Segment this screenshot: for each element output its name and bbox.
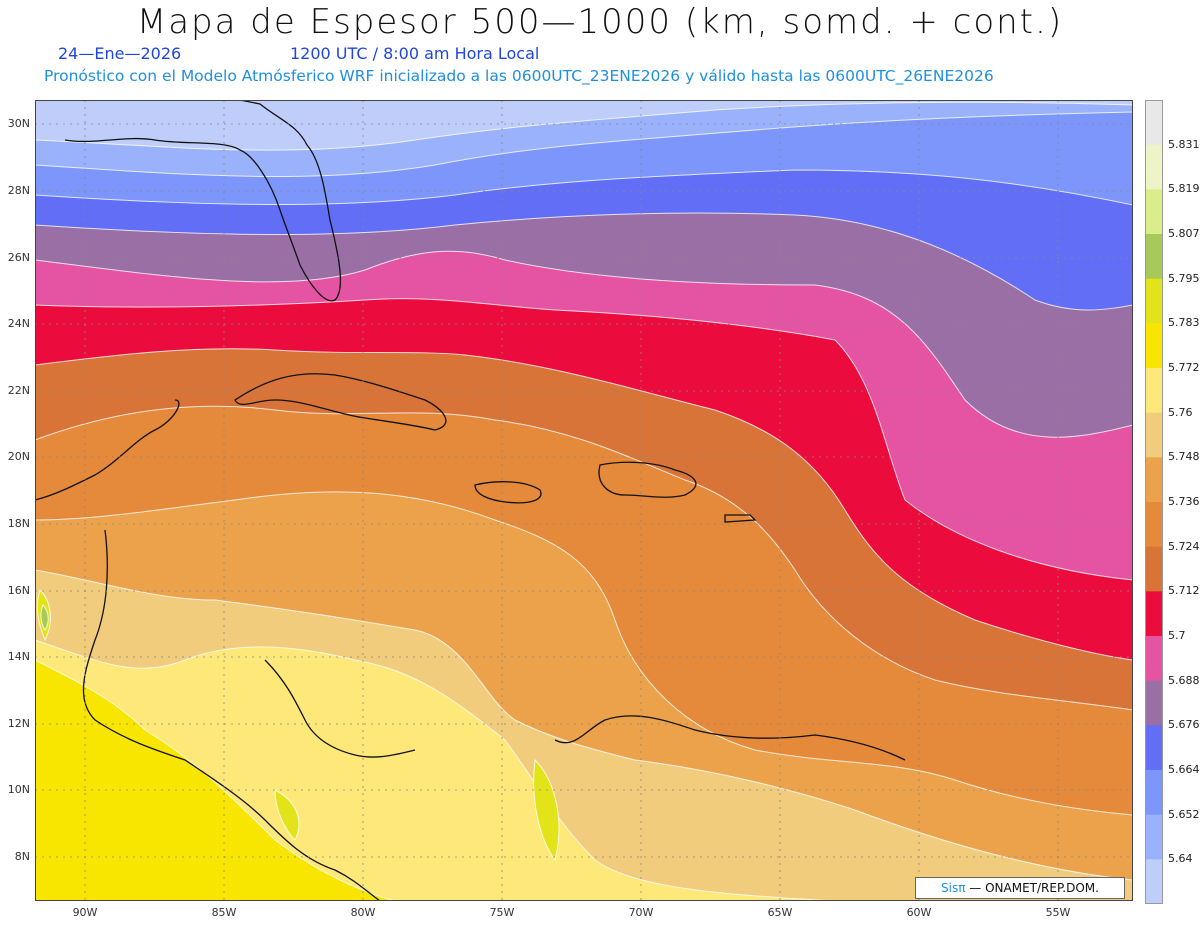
lon-label: 90W bbox=[72, 906, 98, 919]
lat-label: 8N bbox=[14, 850, 30, 863]
colorbar-swatch bbox=[1145, 502, 1163, 548]
colorbar-label: 5.831 bbox=[1168, 137, 1200, 151]
lon-label: 75W bbox=[489, 906, 515, 919]
colorbar-swatch bbox=[1145, 591, 1163, 637]
colorbar-swatch bbox=[1145, 457, 1163, 503]
lon-label: 85W bbox=[211, 906, 237, 919]
lon-label: 60W bbox=[906, 906, 932, 919]
lat-label: 22N bbox=[7, 384, 30, 397]
lon-label: 70W bbox=[628, 906, 654, 919]
lat-label: 20N bbox=[7, 450, 30, 463]
colorbar-label: 5.807 bbox=[1168, 227, 1200, 240]
coastlines bbox=[34, 99, 906, 902]
lon-label: 55W bbox=[1045, 906, 1071, 919]
valid-date: 24—Ene—2026 bbox=[58, 44, 182, 63]
colorbar-swatch bbox=[1145, 859, 1163, 904]
colorbar-swatch bbox=[1145, 368, 1163, 414]
colorbar-swatch bbox=[1145, 814, 1163, 860]
lat-label: 30N bbox=[7, 117, 30, 130]
colorbar-label: 5.76 bbox=[1168, 405, 1193, 419]
colorbar-label: 5.652 bbox=[1168, 807, 1200, 821]
colorbar-label: 5.795 bbox=[1168, 271, 1200, 285]
map-canvas bbox=[34, 99, 1133, 902]
colorbar-swatch bbox=[1145, 100, 1163, 146]
lat-label: 26N bbox=[7, 251, 30, 264]
colorbar-label: 5.7 bbox=[1168, 629, 1186, 642]
colorbar-label: 5.712 bbox=[1168, 584, 1200, 598]
lat-label: 18N bbox=[7, 517, 30, 530]
map-title: Mapa de Espesor 500—1000 (km, somd. + co… bbox=[136, 2, 1064, 42]
colorbar-label: 5.819 bbox=[1168, 182, 1200, 196]
thickness-map bbox=[34, 99, 1133, 902]
lat-label: 24N bbox=[7, 317, 30, 330]
colorbar bbox=[1145, 100, 1163, 904]
credit-brand: Sisπ bbox=[941, 881, 966, 895]
lat-label: 14N bbox=[7, 650, 30, 663]
colorbar-label: 5.664 bbox=[1168, 763, 1200, 776]
lon-label: 65W bbox=[767, 906, 793, 919]
colorbar-swatch bbox=[1145, 725, 1163, 771]
colorbar-swatch bbox=[1145, 234, 1163, 280]
colorbar-swatch bbox=[1145, 189, 1163, 235]
band-5783 bbox=[35, 659, 396, 901]
colorbar-label: 5.688 bbox=[1168, 673, 1200, 687]
colorbar-swatch bbox=[1145, 278, 1163, 324]
colorbar-swatch bbox=[1145, 144, 1163, 190]
colorbar-label: 5.748 bbox=[1168, 450, 1200, 464]
band-5807 bbox=[40, 604, 49, 631]
colorbar-label: 5.736 bbox=[1168, 495, 1200, 508]
colorbar-swatch bbox=[1145, 636, 1163, 682]
colorbar-label: 5.64 bbox=[1168, 852, 1193, 866]
lat-label: 16N bbox=[7, 584, 30, 597]
lat-label: 28N bbox=[7, 184, 30, 197]
colorbar-label: 5.724 bbox=[1168, 539, 1200, 553]
colorbar-swatch bbox=[1145, 770, 1163, 816]
credit-text: — ONAMET/REP.DOM. bbox=[969, 881, 1099, 895]
colorbar-label: 5.772 bbox=[1168, 361, 1200, 374]
band-5795-s bbox=[533, 758, 560, 862]
lat-label: 12N bbox=[7, 717, 30, 730]
colorbar-swatch bbox=[1145, 680, 1163, 726]
colorbar-swatch bbox=[1145, 546, 1163, 592]
lon-label: 80W bbox=[350, 906, 376, 919]
colorbar-swatch bbox=[1145, 323, 1163, 369]
graticule bbox=[35, 100, 1133, 901]
colorbar-swatch bbox=[1145, 412, 1163, 458]
valid-time: 1200 UTC / 8:00 am Hora Local bbox=[290, 44, 540, 63]
colorbar-label: 5.676 bbox=[1168, 718, 1200, 732]
lat-label: 10N bbox=[7, 783, 30, 796]
band-5795-sw bbox=[274, 789, 300, 841]
credit-box: Sisπ — ONAMET/REP.DOM. bbox=[915, 877, 1125, 899]
colorbar-label: 5.783 bbox=[1168, 316, 1200, 330]
forecast-info: Pronóstico con el Modelo Atmósferico WRF… bbox=[44, 67, 994, 85]
